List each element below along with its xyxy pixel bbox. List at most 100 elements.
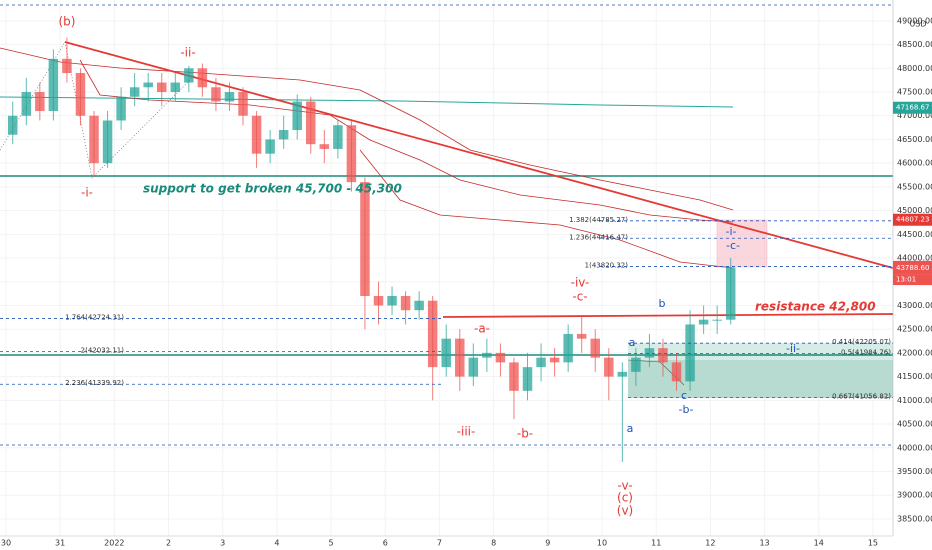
y-tick-label: 44000.00 bbox=[897, 254, 932, 263]
x-tick-label: 31 bbox=[55, 539, 65, 548]
candle-body bbox=[698, 319, 709, 325]
moving-average bbox=[359, 149, 734, 269]
candle-body bbox=[563, 333, 573, 363]
fib-label: 0.667(41056.82) bbox=[832, 393, 891, 401]
price-tag-label: 43788.60 bbox=[896, 264, 929, 272]
price-tag bbox=[893, 262, 932, 275]
candle-body bbox=[75, 73, 86, 116]
moving-average bbox=[0, 47, 734, 211]
candle-body bbox=[224, 92, 235, 102]
x-tick-label: 2022 bbox=[104, 539, 124, 548]
candles bbox=[7, 37, 736, 463]
candle-body bbox=[184, 68, 194, 83]
candle-body bbox=[441, 338, 451, 368]
x-tick-label: 7 bbox=[437, 539, 442, 548]
wave-label: a bbox=[627, 422, 634, 435]
candle-body bbox=[576, 333, 587, 339]
wave-label: -ii- bbox=[180, 46, 195, 60]
axis-labels: 38500.00 39000.00 39500.00 40000.00 40500.00… bbox=[1, 16, 932, 548]
countdown: 13:01 bbox=[896, 276, 916, 284]
resistance-note: resistance 42,800 bbox=[755, 300, 876, 314]
x-tick-label: 6 bbox=[383, 539, 388, 548]
y-tick-label: 40500.00 bbox=[897, 420, 932, 429]
x-tick-label: 4 bbox=[274, 539, 279, 548]
y-tick-label: 47000.00 bbox=[897, 111, 932, 120]
wave-label: -ii- bbox=[786, 342, 800, 355]
moving-average bbox=[79, 59, 734, 223]
x-tick-label: 5 bbox=[329, 539, 334, 548]
x-tick-label: 3 bbox=[220, 539, 225, 548]
candle-body bbox=[549, 357, 560, 363]
fib-levels: 1.764(42724.31) 2(42032.11) 2.236(41339.92… bbox=[0, 216, 893, 401]
candle-body bbox=[685, 324, 695, 382]
candle-body bbox=[509, 362, 519, 391]
y-tick-label: 40000.00 bbox=[897, 443, 932, 452]
candle-body bbox=[89, 115, 99, 164]
candle-body bbox=[617, 371, 628, 377]
x-tick-label: 2 bbox=[166, 539, 171, 548]
y-tick-label: 48500.00 bbox=[897, 40, 932, 49]
candle-body bbox=[129, 87, 140, 97]
price-tag-label: 47168.67 bbox=[896, 104, 929, 112]
candle-body bbox=[333, 125, 343, 149]
time-axis bbox=[0, 536, 893, 550]
candle-body bbox=[495, 352, 506, 363]
candle-body bbox=[102, 120, 113, 164]
x-tick-label: 11 bbox=[651, 539, 661, 548]
candle-body bbox=[590, 338, 600, 358]
y-tick-label: 42500.00 bbox=[897, 325, 932, 334]
x-tick-label: 12 bbox=[705, 539, 715, 548]
wave-label: c bbox=[681, 389, 687, 402]
wave-label: -a- bbox=[474, 322, 490, 336]
wave-label: -i- bbox=[726, 225, 737, 238]
candle-body bbox=[319, 144, 330, 149]
y-tick-label: 48000.00 bbox=[897, 64, 932, 73]
candle-body bbox=[482, 352, 492, 358]
candle-body bbox=[387, 295, 397, 306]
y-tick-label: 43000.00 bbox=[897, 301, 932, 310]
candle-body bbox=[360, 182, 370, 296]
wave-label: -i- bbox=[81, 186, 93, 200]
fib-label: 2.236(41339.92) bbox=[65, 379, 124, 387]
x-tick-label: 14 bbox=[814, 539, 824, 548]
wave-label: -b- bbox=[517, 427, 533, 441]
fib-label: 0.5(41984.76) bbox=[841, 349, 891, 357]
candle-body bbox=[157, 82, 167, 93]
fib-label: 1.382(44785.27) bbox=[569, 216, 628, 224]
x-tick-label: 13 bbox=[759, 539, 769, 548]
y-tick-label: 41000.00 bbox=[897, 396, 932, 405]
support-note: support to get broken 45,700 - 45,300 bbox=[143, 182, 402, 196]
fib-label: 2(42032.11) bbox=[81, 346, 125, 354]
x-tick-label: 30 bbox=[1, 539, 11, 548]
y-tick-label: 45500.00 bbox=[897, 182, 932, 191]
countdown-tag bbox=[893, 274, 932, 286]
candle-body bbox=[468, 357, 479, 377]
candle-body bbox=[197, 68, 208, 88]
resistance-line bbox=[442, 313, 894, 318]
x-tick-label: 10 bbox=[597, 539, 607, 548]
candle-body bbox=[48, 58, 59, 111]
candle-body bbox=[455, 338, 465, 377]
candle-body bbox=[522, 367, 533, 391]
wave-label: (c) bbox=[617, 491, 633, 505]
wave-label: -iv- bbox=[571, 276, 590, 290]
candle-body bbox=[265, 139, 275, 154]
currency: USD bbox=[909, 20, 926, 29]
x-tick-label: 15 bbox=[868, 539, 878, 548]
candle-body bbox=[251, 115, 262, 154]
candle-body bbox=[170, 82, 181, 93]
candle-body bbox=[62, 58, 72, 74]
candle-body bbox=[292, 101, 302, 130]
candle-body bbox=[306, 101, 316, 145]
candle-body bbox=[400, 295, 411, 311]
y-tick-label: 49000.00 bbox=[897, 16, 932, 25]
candle-body bbox=[427, 300, 438, 368]
candle-body bbox=[373, 295, 384, 306]
candle-body bbox=[211, 87, 221, 102]
fib-label: 0.414(42205.07) bbox=[832, 338, 891, 346]
y-tick-label: 44500.00 bbox=[897, 230, 932, 239]
candle-body bbox=[116, 96, 126, 121]
candle-body bbox=[658, 348, 668, 363]
